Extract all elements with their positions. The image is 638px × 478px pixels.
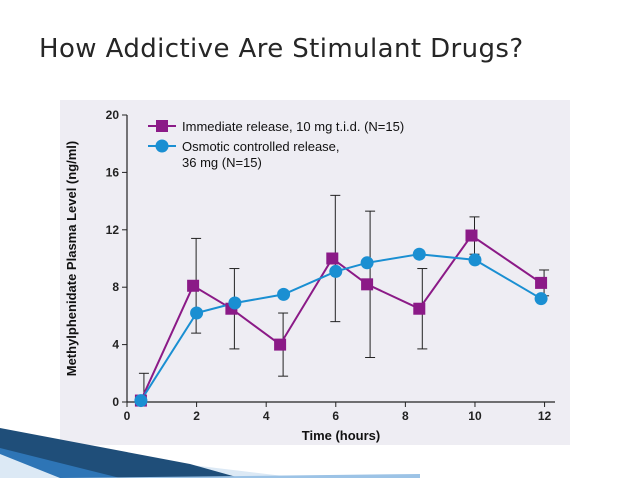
osmotic-release-point [190,306,204,320]
slide-title: How Addictive Are Stimulant Drugs? [39,34,524,64]
immediate-release-point [361,278,374,291]
osmotic-release-point [412,247,426,261]
y-tick-label: 8 [112,280,119,294]
osmotic-release-point [277,287,291,301]
methylphenidate-chart: 0 4 8 12 16 20 0 2 4 6 8 10 12 Immediate release, 10… [60,100,570,445]
series-markers [134,229,548,408]
x-tick-label: 2 [193,409,200,423]
legend-immediate-marker [156,120,168,132]
immediate-release-point [274,338,287,351]
osmotic-release-point [134,394,148,408]
y-tick-label: 16 [106,165,120,179]
legend-immediate-label: Immediate release, 10 mg t.i.d. (N=15) [182,119,404,134]
x-tick-label: 8 [402,409,409,423]
x-tick-label: 0 [124,409,131,423]
slide-decoration [0,428,420,478]
osmotic-release-point [360,256,374,270]
x-tick-label: 6 [332,409,339,423]
decoration-dark-band [0,428,240,478]
y-tick-label: 12 [106,223,120,237]
y-tick-label: 0 [112,395,119,409]
x-tick-label: 4 [263,409,270,423]
y-tick-label: 4 [112,338,119,352]
legend-osmotic-label: Osmotic controlled release, [182,139,340,154]
immediate-release-point [465,229,478,242]
osmotic-release-point [228,296,242,310]
decoration-highlight [60,474,420,478]
x-tick-label: 10 [468,409,482,423]
y-axis-title: Methylphenidate Plasma Level (ng/ml) [64,141,79,377]
osmotic-release-point [468,253,482,267]
osmotic-release-point [534,292,548,306]
immediate-release-point [413,302,426,315]
immediate-release-point [187,279,200,292]
immediate-release-point [326,252,339,265]
osmotic-release-point [329,264,343,278]
axes: 0 4 8 12 16 20 0 2 4 6 8 10 12 [106,108,555,423]
legend-osmotic-label: 36 mg (N=15) [182,155,262,170]
immediate-release-point [535,276,548,289]
x-tick-label: 12 [538,409,552,423]
y-tick-label: 20 [106,108,120,122]
legend: Immediate release, 10 mg t.i.d. (N=15) Os… [148,119,404,170]
x-axis-title: Time (hours) [302,428,381,443]
axis-labels: Time (hours) Methylphenidate Plasma Level… [64,141,380,443]
legend-osmotic-marker [155,139,169,153]
plot-background [60,100,570,445]
